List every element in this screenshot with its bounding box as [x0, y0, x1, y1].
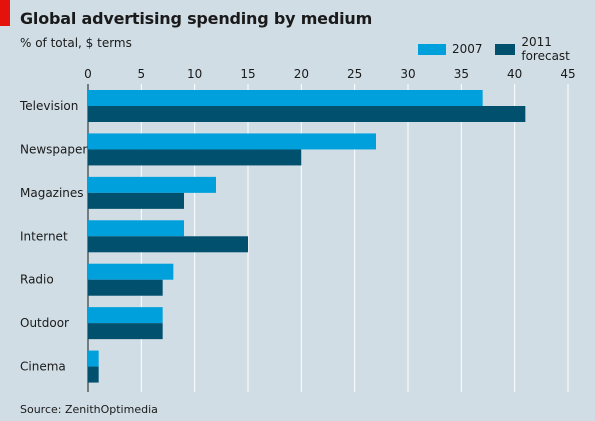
bar-cinema-2007 [88, 350, 99, 367]
bar-magazines-2007 [88, 176, 216, 193]
x-tick-label-10: 10 [187, 67, 202, 81]
legend-swatch-2007 [418, 43, 446, 55]
legend-swatch-2011 [494, 43, 516, 55]
legend-item-2007: 2007 [418, 42, 483, 56]
brand-tag [0, 0, 10, 26]
x-tick-label-45: 45 [560, 67, 575, 81]
bar-outdoor-2007 [88, 307, 163, 324]
x-tick-label-20: 20 [294, 67, 309, 81]
bar-internet-2011-forecast [88, 236, 248, 253]
category-label-outdoor: Outdoor [20, 316, 69, 330]
bar-radio-2007 [88, 263, 174, 280]
x-tick-label-5: 5 [138, 67, 146, 81]
source-note: Source: ZenithOptimedia [20, 403, 158, 416]
bar-magazines-2011-forecast [88, 192, 184, 209]
bar-newspapers-2007 [88, 133, 376, 150]
x-tick-label-40: 40 [507, 67, 522, 81]
bar-newspapers-2011-forecast [88, 149, 302, 166]
category-label-cinema: Cinema [20, 360, 66, 374]
bar-cinema-2011-forecast [88, 366, 99, 383]
x-tick-label-30: 30 [400, 67, 415, 81]
chart-title: Global advertising spending by medium [20, 9, 373, 28]
bar-television-2007 [88, 90, 483, 106]
category-label-television: Television [19, 99, 78, 113]
legend-label-2007: 2007 [452, 42, 483, 56]
x-tick-label-25: 25 [347, 67, 362, 81]
legend-item-2011: 2011 forecast [494, 35, 583, 63]
legend-label-2011: 2011 forecast [521, 35, 570, 63]
category-label-radio: Radio [20, 273, 54, 287]
category-label-magazines: Magazines [20, 186, 84, 200]
x-tick-label-15: 15 [240, 67, 255, 81]
legend: 2007 2011 forecast [418, 35, 595, 63]
x-tick-label-0: 0 [84, 67, 92, 81]
category-label-newspapers: Newspapers [20, 142, 94, 156]
bar-television-2011-forecast [88, 106, 526, 122]
x-tick-label-35: 35 [454, 67, 469, 81]
bar-radio-2011-forecast [88, 279, 163, 296]
category-label-internet: Internet [20, 229, 68, 243]
bar-outdoor-2011-forecast [88, 323, 163, 340]
chart-subtitle: % of total, $ terms [20, 36, 132, 50]
bar-internet-2007 [88, 220, 184, 237]
